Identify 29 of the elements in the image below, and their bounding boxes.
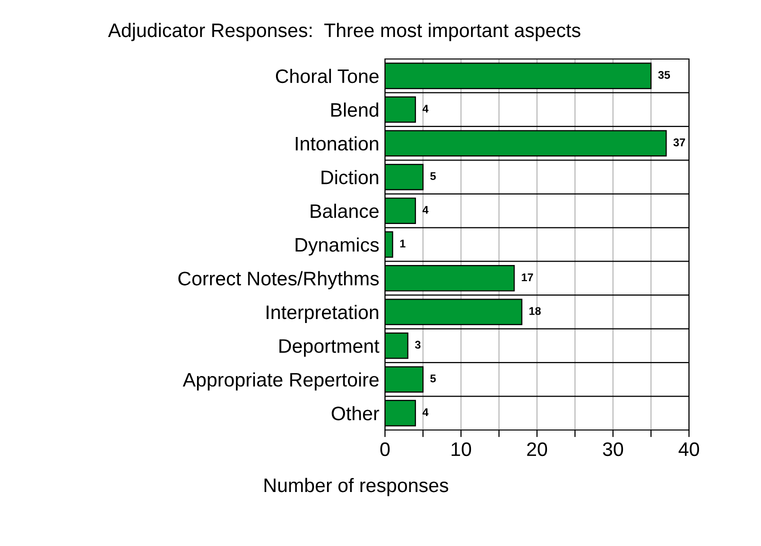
- x-tick-label: 20: [527, 442, 548, 456]
- y-tick-label: Interpretation: [266, 304, 378, 324]
- y-tick-label: Diction: [322, 170, 378, 184]
- y-tick-label: Dynamics: [296, 237, 379, 256]
- y-tick-label: Balance: [310, 204, 379, 218]
- y-tick-label: Intonation: [296, 136, 378, 151]
- data-label: 37: [673, 138, 686, 146]
- data-label: 3: [415, 340, 421, 349]
- data-label: 4: [422, 408, 428, 416]
- x-axis-title: Number of responses: [264, 478, 448, 496]
- y-tick-label: Blend: [331, 102, 378, 117]
- chart-title: Adjudicator Responses: Three most important aspects: [108, 22, 580, 42]
- data-label: 5: [430, 374, 436, 382]
- data-label: 35: [658, 70, 670, 79]
- data-label: 4: [422, 206, 428, 214]
- data-label: 17: [522, 273, 534, 282]
- y-tick-label: Deportment: [279, 339, 380, 357]
- x-tick-label: 0: [380, 442, 390, 456]
- y-tick-label: Correct Notes/Rhythms: [178, 271, 379, 290]
- y-tick-label: Choral Tone: [276, 68, 379, 84]
- data-label: 1: [400, 240, 406, 248]
- data-label: 5: [430, 172, 436, 180]
- x-tick-label: 40: [678, 442, 700, 456]
- x-tick-label: 10: [452, 442, 472, 456]
- y-tick-label: Appropriate Repertoire: [182, 372, 379, 390]
- data-label: 18: [529, 307, 541, 315]
- y-tick-label: Other: [332, 406, 380, 420]
- data-label: 4: [422, 104, 428, 112]
- x-tick-label: 30: [602, 442, 624, 456]
